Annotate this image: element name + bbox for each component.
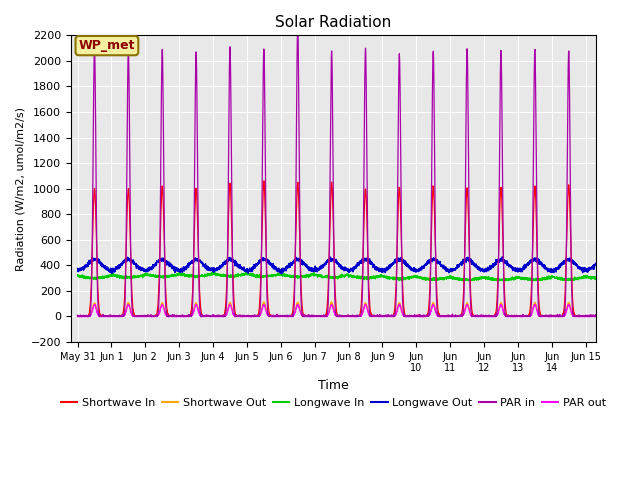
Text: WP_met: WP_met [79,39,135,52]
Title: Solar Radiation: Solar Radiation [275,15,392,30]
Legend: Shortwave In, Shortwave Out, Longwave In, Longwave Out, PAR in, PAR out: Shortwave In, Shortwave Out, Longwave In… [56,394,611,412]
Y-axis label: Radiation (W/m2, umol/m2/s): Radiation (W/m2, umol/m2/s) [15,107,25,271]
X-axis label: Time: Time [318,379,349,392]
